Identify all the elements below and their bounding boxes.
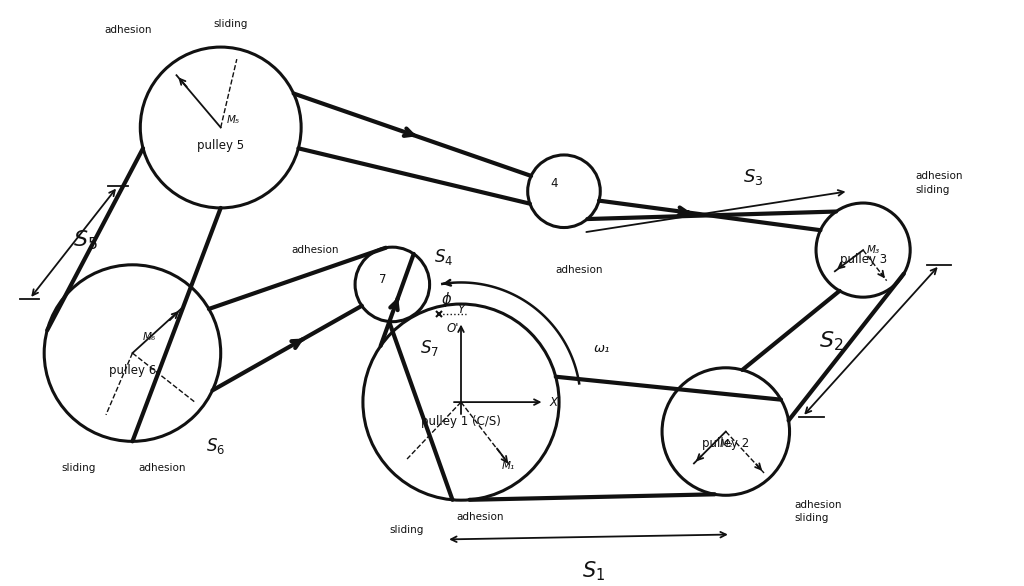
Text: ϕ: ϕ (441, 292, 451, 306)
Text: sliding: sliding (390, 524, 424, 534)
Text: M₃: M₃ (867, 245, 880, 255)
Text: pulley 6: pulley 6 (109, 364, 156, 377)
Text: pulley 2: pulley 2 (702, 437, 750, 450)
Text: $S_7$: $S_7$ (420, 338, 439, 359)
Text: adhesion: adhesion (457, 512, 505, 522)
Text: sliding: sliding (795, 513, 828, 523)
Text: adhesion: adhesion (138, 463, 185, 473)
Text: M₆: M₆ (143, 332, 157, 342)
Text: adhesion: adhesion (104, 25, 153, 35)
Text: M₁: M₁ (502, 461, 515, 471)
Text: $S_5$: $S_5$ (74, 229, 98, 252)
Text: sliding: sliding (915, 185, 949, 195)
Text: sliding: sliding (61, 463, 95, 473)
Text: $S_3$: $S_3$ (743, 166, 763, 186)
Text: 4: 4 (551, 177, 558, 190)
Text: sliding: sliding (213, 19, 248, 29)
Text: 7: 7 (379, 273, 386, 286)
Text: $S_2$: $S_2$ (819, 329, 844, 353)
Text: Y: Y (458, 303, 465, 316)
Text: adhesion: adhesion (291, 245, 338, 255)
Text: pulley 3: pulley 3 (840, 253, 887, 267)
Text: $S_4$: $S_4$ (433, 247, 453, 267)
Text: pulley 5: pulley 5 (198, 139, 245, 152)
Text: ω₁: ω₁ (593, 342, 610, 355)
Text: M₂: M₂ (720, 439, 732, 449)
Text: pulley 1 (C/S): pulley 1 (C/S) (421, 415, 501, 428)
Text: $S_1$: $S_1$ (582, 559, 605, 582)
Text: adhesion: adhesion (795, 500, 842, 510)
Text: X: X (549, 396, 557, 408)
Text: O': O' (446, 322, 459, 335)
Text: M₅: M₅ (227, 115, 241, 125)
Text: $S_6$: $S_6$ (206, 436, 225, 456)
Text: adhesion: adhesion (555, 265, 602, 275)
Text: adhesion: adhesion (915, 172, 963, 182)
